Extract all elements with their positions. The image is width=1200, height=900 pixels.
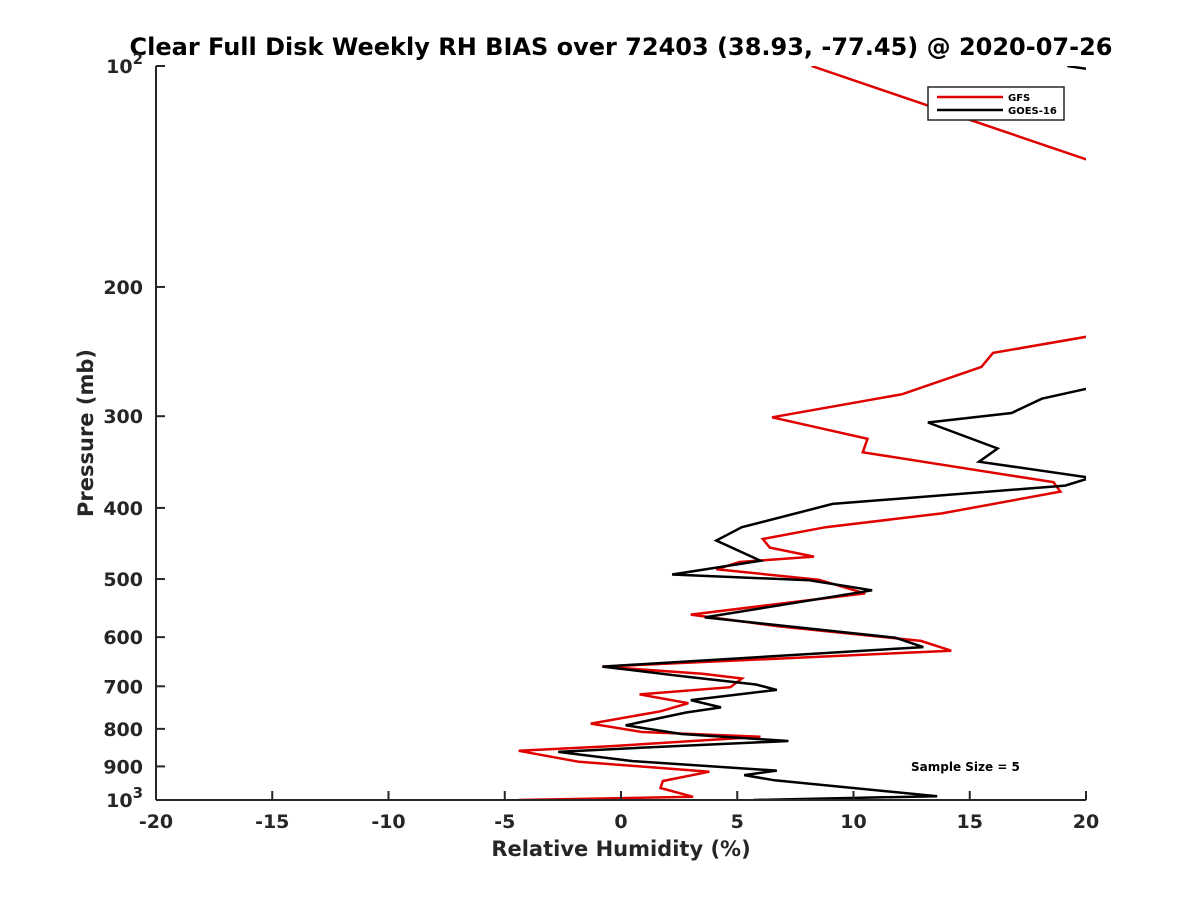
x-tick-label: 10 <box>840 811 866 833</box>
x-tick-label: 5 <box>731 811 744 833</box>
sample-size-annotation: Sample Size = 5 <box>911 760 1020 774</box>
x-tick-label: 20 <box>1073 811 1099 833</box>
y-tick-label: 900 <box>103 756 143 778</box>
y-tick-label: 500 <box>103 569 143 591</box>
legend-label-goes-16: GOES-16 <box>1008 106 1057 117</box>
y-tick-label: 103 <box>106 784 143 812</box>
axes <box>155 66 1086 801</box>
y-tick-label: 600 <box>103 627 143 649</box>
x-tick-label: -15 <box>255 811 289 833</box>
y-tick-label: 200 <box>103 277 143 299</box>
x-tick-label: 0 <box>614 811 627 833</box>
legend: GFS GOES-16 <box>927 86 1065 121</box>
x-axis-label: Relative Humidity (%) <box>491 837 750 861</box>
series-line-gfs <box>518 66 1086 800</box>
y-tick-label: 102 <box>106 50 143 78</box>
series-layer <box>518 66 1086 800</box>
x-tick-label: -5 <box>494 811 515 833</box>
y-tick-label: 800 <box>103 719 143 741</box>
legend-box <box>927 86 1065 121</box>
y-tick-label: 400 <box>103 498 143 520</box>
x-tick-label: -20 <box>139 811 173 833</box>
chart-title: Clear Full Disk Weekly RH BIAS over 7240… <box>130 33 1113 61</box>
y-tick-label: 700 <box>103 676 143 698</box>
y-tick-label: 300 <box>103 406 143 428</box>
y-axis-label: Pressure (mb) <box>74 349 98 517</box>
ticks: -20 -15 -10 -5 0 5 10 15 20 102 200 300 400 500 600 700… <box>103 50 1099 833</box>
x-tick-label: 15 <box>957 811 983 833</box>
x-tick-label: -10 <box>371 811 405 833</box>
series-line-goes-16 <box>558 66 1086 800</box>
legend-label-gfs: GFS <box>1008 93 1030 104</box>
